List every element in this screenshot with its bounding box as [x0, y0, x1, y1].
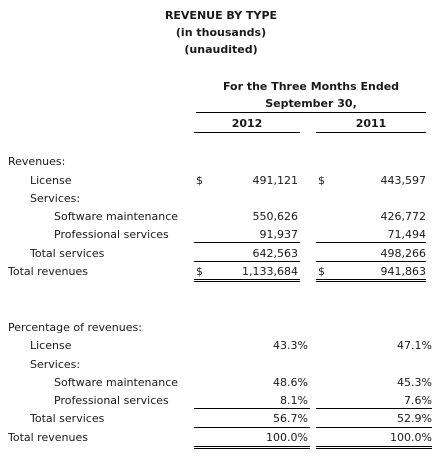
period-heading-line2: September 30,	[265, 97, 357, 110]
pct-total-services-value-2012: 56.7%	[273, 412, 308, 425]
report-subtitle-audit: (unaudited)	[184, 43, 258, 56]
license-value-2012: 491,121	[252, 174, 299, 187]
pct-services-subtotal-rule-2012	[194, 408, 310, 409]
services-subtotal-rule-2011	[316, 242, 426, 243]
total-revenues-currency-2011: $	[318, 265, 325, 278]
column-header-rule-2011	[316, 132, 426, 133]
pct-total-revenues-value-2012: 100.0%	[266, 431, 308, 444]
pct-license-value-2011: 47.1%	[397, 339, 432, 352]
pct-professional-services-label: Professional services	[54, 394, 169, 407]
percentage-heading: Percentage of revenues:	[8, 321, 142, 334]
pct-software-maintenance-value-2012: 48.6%	[273, 376, 308, 389]
column-header-rule-2012	[194, 132, 300, 133]
total-revenues-value-2012: 1,133,684	[242, 265, 298, 278]
pct-professional-services-value-2012: 8.1%	[280, 394, 308, 407]
total-services-value-2011: 498,266	[380, 247, 427, 260]
pct-services-label: Services:	[30, 358, 81, 371]
column-header-2012: 2012	[231, 117, 263, 130]
total-services-label: Total services	[30, 247, 105, 260]
services-subtotal-rule-2012	[194, 242, 300, 243]
total-revenues-value-2011: 941,863	[380, 265, 427, 278]
pct-software-maintenance-label: Software maintenance	[54, 376, 179, 389]
period-heading-line1: For the Three Months Ended	[222, 80, 400, 93]
license-value-2011: 443,597	[380, 174, 427, 187]
professional-services-value-2012: 91,937	[259, 228, 299, 241]
professional-services-value-2011: 71,494	[387, 228, 427, 241]
pct-total-services-label: Total services	[30, 412, 105, 425]
period-heading-rule	[196, 112, 426, 113]
report-title: REVENUE BY TYPE	[164, 9, 278, 22]
revenues-heading: Revenues:	[8, 155, 66, 168]
license-label: License	[30, 174, 72, 187]
total-services-rule-2011	[316, 261, 426, 262]
pct-total-revenues-value-2011: 100.0%	[390, 431, 432, 444]
software-maintenance-value-2011: 426,772	[380, 210, 427, 223]
total-services-rule-2012	[194, 261, 300, 262]
pct-total-revenues-label: Total revenues	[8, 431, 88, 444]
software-maintenance-value-2012: 550,626	[252, 210, 299, 223]
pct-software-maintenance-value-2011: 45.3%	[397, 376, 432, 389]
license-currency-2012: $	[196, 174, 203, 187]
column-header-2011: 2011	[355, 117, 387, 130]
professional-services-label: Professional services	[54, 228, 169, 241]
report-subtitle-units: (in thousands)	[175, 26, 267, 39]
software-maintenance-label: Software maintenance	[54, 210, 179, 223]
pct-services-subtotal-rule-2011	[316, 408, 432, 409]
total-revenues-label: Total revenues	[8, 265, 88, 278]
pct-license-label: License	[30, 339, 72, 352]
license-currency-2011: $	[318, 174, 325, 187]
pct-professional-services-value-2011: 7.6%	[404, 394, 432, 407]
services-label: Services:	[30, 192, 81, 205]
pct-total-revenues-double-rule-2012	[194, 446, 310, 449]
pct-total-services-rule-2012	[194, 427, 310, 428]
total-revenues-double-rule-2011	[316, 279, 426, 282]
total-revenues-currency-2012: $	[196, 265, 203, 278]
pct-total-services-value-2011: 52.9%	[397, 412, 432, 425]
total-revenues-double-rule-2012	[194, 279, 300, 282]
pct-license-value-2012: 43.3%	[273, 339, 308, 352]
pct-total-services-rule-2011	[316, 427, 432, 428]
pct-total-revenues-double-rule-2011	[316, 446, 432, 449]
total-services-value-2012: 642,563	[252, 247, 299, 260]
